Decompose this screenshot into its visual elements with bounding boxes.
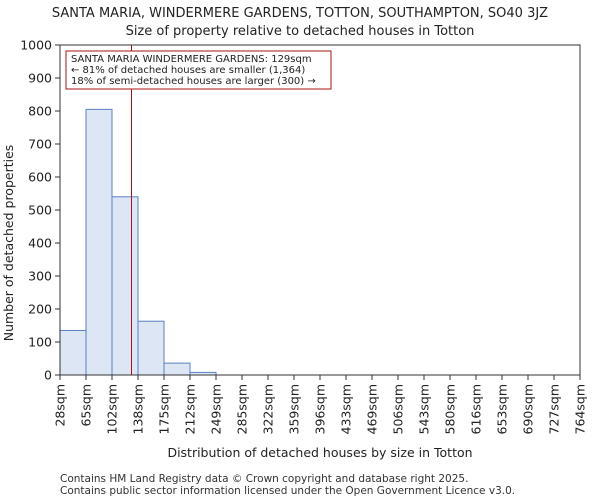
y-tick-label: 400 [28, 236, 52, 251]
x-tick-label: 690sqm [521, 384, 536, 434]
x-axis-label: Distribution of detached houses by size … [167, 445, 472, 460]
bar-102sqm [111, 196, 139, 376]
x-tick-label: 543sqm [417, 384, 432, 434]
y-tick-label: 1000 [20, 38, 52, 53]
x-tick-label: 65sqm [79, 384, 94, 427]
bar-138sqm [137, 320, 165, 376]
y-tick-label: 600 [28, 170, 52, 185]
y-axis-label: Number of detached properties [1, 145, 16, 342]
annotation-line-1: SANTA MARIA WINDERMERE GARDENS: 129sqm [71, 54, 312, 65]
y-tick-label: 700 [28, 137, 52, 152]
annotation-box: SANTA MARIA WINDERMERE GARDENS: 129sqm ←… [65, 50, 332, 90]
footer-line-1: Contains HM Land Registry data © Crown c… [60, 473, 468, 485]
footer-line-2: Contains public sector information licen… [60, 485, 515, 497]
x-tick-label: 433sqm [339, 384, 354, 434]
bars [59, 108, 217, 376]
x-tick-label: 138sqm [131, 384, 146, 434]
x-ticks: 28sqm 65sqm 102sqm 138sqm 175sqm 212sqm 249sqm… [53, 375, 588, 434]
y-tick-label: 200 [28, 302, 52, 317]
y-tick-label: 100 [28, 335, 52, 350]
bar-28sqm [59, 329, 87, 376]
x-tick-label: 653sqm [495, 384, 510, 434]
annotation-line-2: ← 81% of detached houses are smaller (1,… [71, 65, 305, 76]
bar-65sqm [85, 108, 113, 376]
annotation-line-3: 18% of semi-detached houses are larger (… [71, 76, 316, 87]
x-tick-label: 359sqm [287, 384, 302, 434]
x-tick-label: 285sqm [235, 384, 250, 434]
bar-175sqm [163, 362, 191, 376]
annotation-border [65, 50, 332, 90]
x-tick-label: 469sqm [365, 384, 380, 434]
x-tick-label: 322sqm [261, 384, 276, 434]
x-tick-label: 396sqm [313, 384, 328, 434]
x-tick-label: 616sqm [469, 384, 484, 434]
y-tick-label: 300 [28, 269, 52, 284]
y-tick-label: 500 [28, 203, 52, 218]
y-tick-label: 0 [44, 368, 52, 383]
x-tick-label: 506sqm [391, 384, 406, 434]
y-tick-label: 900 [28, 71, 52, 86]
y-tick-label: 800 [28, 104, 52, 119]
chart-title: SANTA MARIA, WINDERMERE GARDENS, TOTTON,… [52, 6, 548, 21]
x-tick-label: 764sqm [573, 384, 588, 434]
chart-subtitle: Size of property relative to detached ho… [126, 24, 475, 39]
y-ticks: 0 100 200 300 400 500 600 700 800 900 1000 [20, 38, 60, 383]
x-tick-label: 249sqm [209, 384, 224, 434]
x-tick-label: 28sqm [53, 384, 68, 427]
x-tick-label: 212sqm [183, 384, 198, 434]
x-tick-label: 580sqm [443, 384, 458, 434]
x-tick-label: 175sqm [157, 384, 172, 434]
x-tick-label: 727sqm [547, 384, 562, 434]
x-tick-label: 102sqm [105, 384, 120, 434]
